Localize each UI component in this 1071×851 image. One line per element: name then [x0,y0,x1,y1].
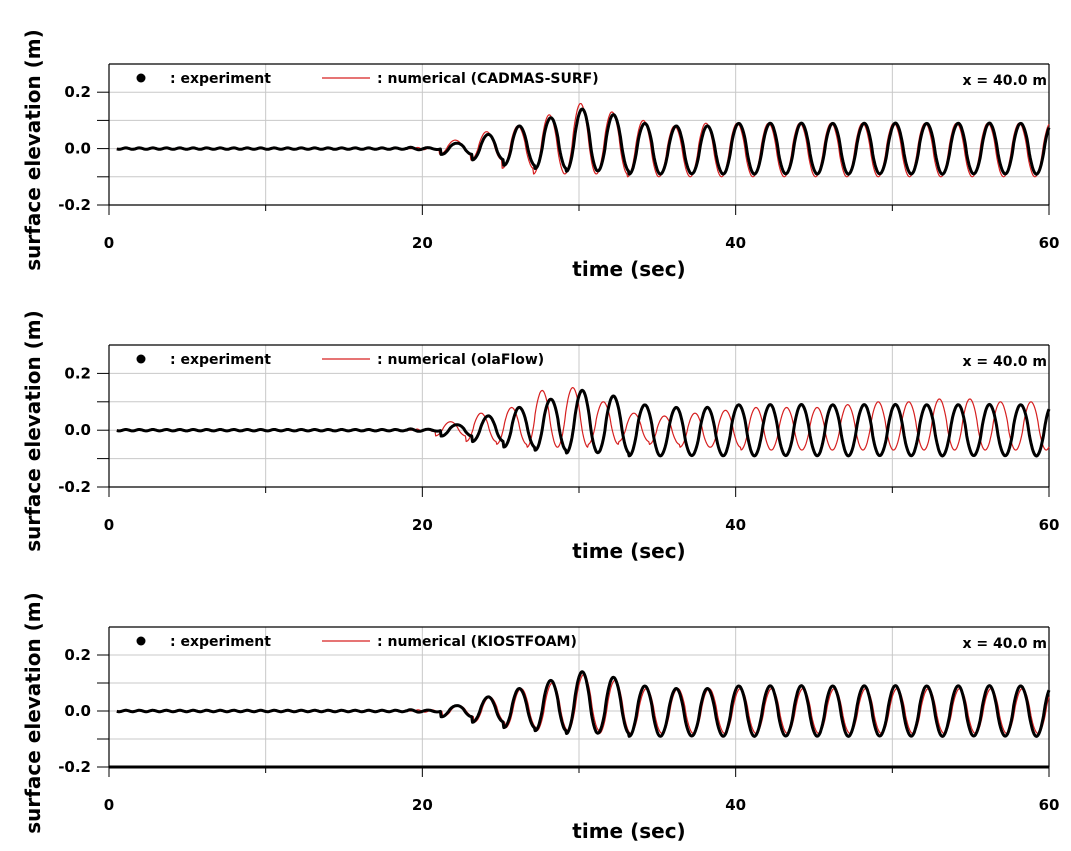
legend-experiment-label: : experiment [170,71,271,87]
x-tick-label: 40 [725,796,746,814]
legend-experiment-label: : experiment [170,352,271,368]
experiment-series-line [116,388,1051,458]
legend-experiment-marker [136,73,146,83]
y-tick-label: 0.0 [64,421,91,439]
legend-numerical-label: : numerical (KIOSTFOAM) [377,634,577,650]
x-tick-label: 60 [1039,516,1060,534]
legend-experiment-marker [136,636,146,646]
y-tick-label: 0.2 [64,646,91,664]
x-tick-label: 0 [104,234,114,252]
location-annotation: x = 40.0 m [962,636,1047,652]
x-axis-title: time (sec) [572,539,685,563]
x-tick-label: 20 [412,796,433,814]
x-tick-label: 60 [1039,234,1060,252]
location-annotation: x = 40.0 m [962,354,1047,370]
legend-experiment-marker [136,354,146,364]
chart-panel-1: 0 20 40 60 -0.2 0.0 0.2 time (sec) surface eleva… [21,29,1059,281]
numerical-series-line [116,387,1050,451]
x-axis-title: time (sec) [572,257,685,281]
x-tick-label: 0 [104,516,114,534]
y-tick-label: 0.2 [64,83,91,101]
x-tick-label: 20 [412,234,433,252]
location-annotation: x = 40.0 m [962,73,1047,89]
experiment-series-line [116,107,1051,176]
x-tick-label: 20 [412,516,433,534]
legend-numerical-label: : numerical (olaFlow) [377,352,544,368]
legend-experiment-label: : experiment [170,634,271,650]
y-tick-label: -0.2 [58,758,91,776]
chart-panel-2: 0 20 40 60 -0.2 0.0 0.2 time (sec) surface eleva… [21,310,1059,563]
x-tick-label: 0 [104,796,114,814]
y-tick-label: 0.0 [64,702,91,720]
x-tick-label: 60 [1039,796,1060,814]
y-tick-label: 0.2 [64,364,91,382]
chart-panel-3: 0 20 40 60 -0.2 0.0 0.2 time (sec) surface eleva… [21,592,1059,843]
numerical-series-line [116,102,1050,178]
experiment-series-line [116,670,1051,738]
y-tick-label: -0.2 [58,196,91,214]
legend-numerical-label: : numerical (CADMAS-SURF) [377,71,599,87]
y-axis-title: surface elevation (m) [21,310,45,552]
y-axis-title: surface elevation (m) [21,29,45,271]
y-tick-label: -0.2 [58,478,91,496]
x-tick-label: 40 [725,516,746,534]
x-axis-title: time (sec) [572,819,685,843]
y-tick-label: 0.0 [64,140,91,158]
x-tick-label: 40 [725,234,746,252]
y-axis-title: surface elevation (m) [21,592,45,834]
